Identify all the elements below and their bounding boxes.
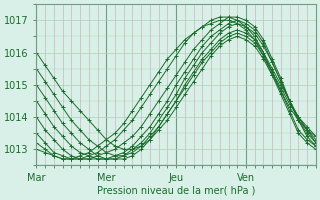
X-axis label: Pression niveau de la mer( hPa ): Pression niveau de la mer( hPa ) <box>97 186 255 196</box>
